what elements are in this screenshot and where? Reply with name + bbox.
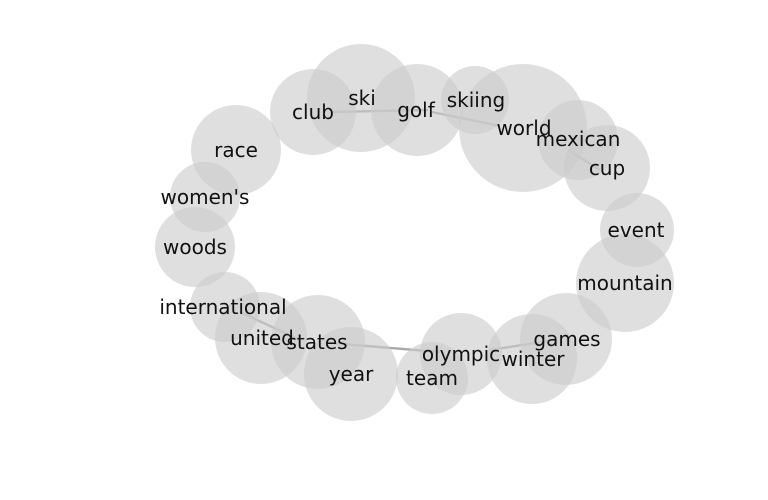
node-label-team: team: [406, 366, 458, 390]
node-year: [304, 327, 398, 421]
node-label-states: states: [286, 330, 347, 354]
node-woods: [155, 207, 235, 287]
node-cup: [564, 125, 650, 211]
node-label-ski: ski: [348, 86, 376, 110]
node-label-mountain: mountain: [577, 271, 672, 295]
node-label-year: year: [329, 362, 374, 386]
node-label-woods: woods: [163, 235, 227, 259]
node-label-skiing: skiing: [447, 88, 506, 112]
nodes-layer: [155, 44, 674, 421]
node-label-event: event: [608, 218, 665, 242]
node-label-games: games: [533, 327, 600, 351]
node-label-golf: golf: [397, 98, 435, 122]
node-winter: [487, 314, 577, 404]
node-label-united: united: [230, 326, 294, 350]
node-label-world: world: [496, 116, 551, 140]
node-label-international: international: [159, 295, 286, 319]
node-label-mexican: mexican: [536, 127, 621, 151]
node-label-olympic: olympic: [422, 342, 500, 366]
node-label-race: race: [214, 138, 258, 162]
node-label-club: club: [292, 100, 334, 124]
node-label-womens: women's: [161, 185, 250, 209]
node-label-cup: cup: [589, 156, 625, 180]
node-team: [396, 342, 468, 414]
node-label-winter: winter: [502, 347, 566, 371]
node-club: [270, 69, 356, 155]
node-golf: [371, 64, 463, 156]
node-mountain: [576, 234, 674, 332]
